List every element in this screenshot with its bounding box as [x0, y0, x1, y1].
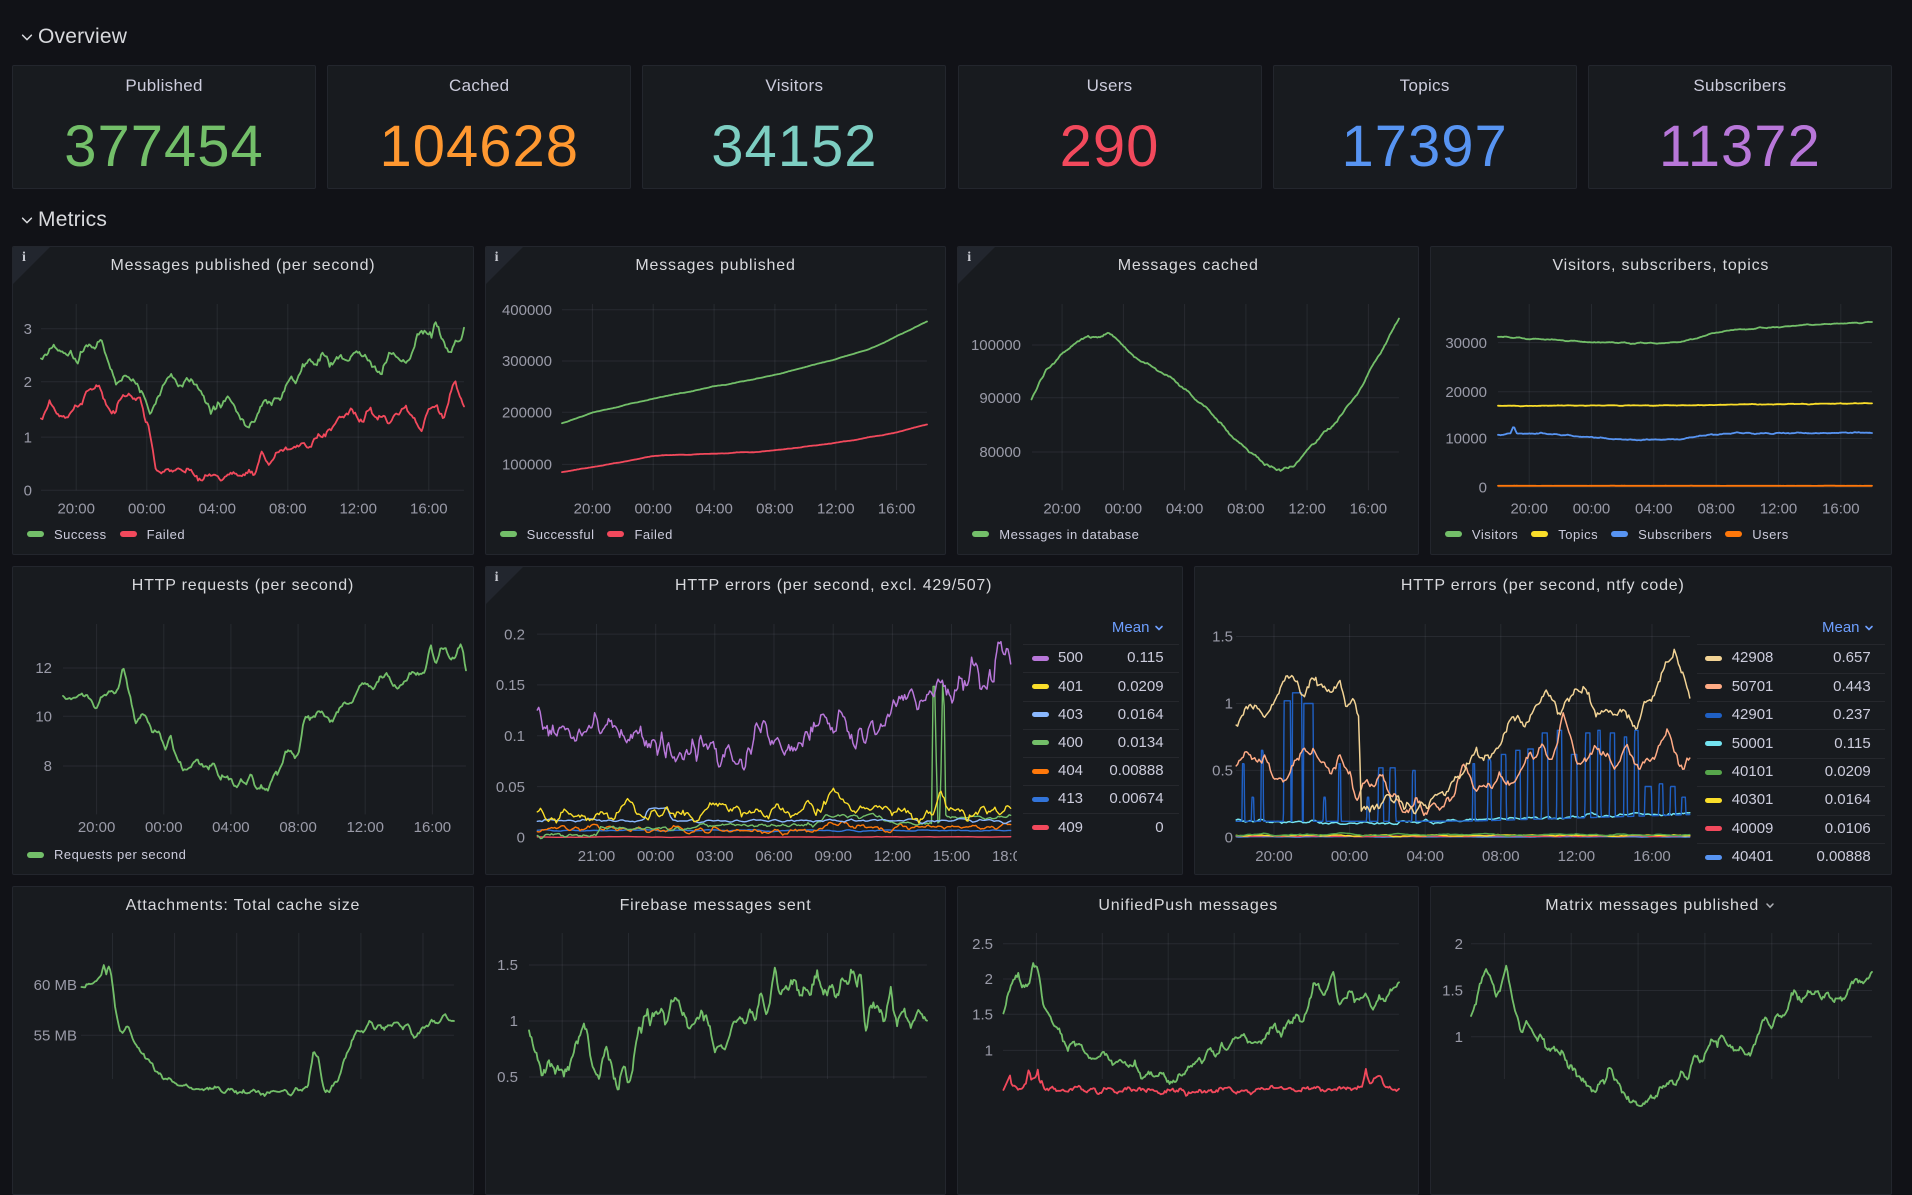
svg-text:2.5: 2.5 [972, 936, 993, 953]
svg-text:12:00: 12:00 [1557, 848, 1595, 865]
svg-text:04:00: 04:00 [1406, 848, 1444, 865]
svg-text:100000: 100000 [971, 337, 1021, 354]
svg-text:20:00: 20:00 [1255, 848, 1293, 865]
svg-text:10000: 10000 [1445, 431, 1487, 448]
svg-text:21:00: 21:00 [577, 848, 615, 865]
svg-text:09:00: 09:00 [814, 848, 852, 865]
svg-text:04:00: 04:00 [1166, 500, 1204, 517]
svg-text:0: 0 [1224, 830, 1232, 847]
svg-text:55 MB: 55 MB [34, 1028, 77, 1045]
svg-text:00:00: 00:00 [637, 848, 675, 865]
svg-text:60 MB: 60 MB [34, 977, 77, 994]
svg-text:12:00: 12:00 [817, 500, 855, 517]
svg-text:20:00: 20:00 [1510, 500, 1548, 517]
svg-text:16:00: 16:00 [414, 819, 452, 836]
svg-text:16:00: 16:00 [877, 500, 915, 517]
svg-text:8: 8 [44, 758, 52, 775]
svg-text:1.5: 1.5 [972, 1006, 993, 1023]
svg-text:1: 1 [1224, 696, 1232, 713]
svg-text:2: 2 [985, 971, 993, 988]
svg-text:20:00: 20:00 [573, 500, 611, 517]
svg-text:2: 2 [1455, 936, 1463, 953]
svg-text:16:00: 16:00 [1633, 848, 1671, 865]
svg-text:1.5: 1.5 [1212, 629, 1233, 646]
svg-text:00:00: 00:00 [1573, 500, 1611, 517]
svg-text:08:00: 08:00 [269, 500, 307, 517]
svg-text:1.5: 1.5 [497, 957, 518, 974]
svg-text:08:00: 08:00 [756, 500, 794, 517]
svg-text:12:00: 12:00 [346, 819, 384, 836]
svg-text:00:00: 00:00 [145, 819, 183, 836]
svg-text:00:00: 00:00 [1105, 500, 1143, 517]
svg-text:1: 1 [985, 1043, 993, 1060]
svg-text:20:00: 20:00 [78, 819, 115, 836]
svg-text:00:00: 00:00 [128, 500, 166, 517]
svg-text:16:00: 16:00 [410, 500, 448, 517]
svg-text:12:00: 12:00 [339, 500, 377, 517]
svg-text:3: 3 [24, 321, 32, 338]
svg-text:200000: 200000 [502, 404, 552, 421]
svg-text:12:00: 12:00 [1289, 500, 1327, 517]
svg-text:20000: 20000 [1445, 384, 1487, 401]
svg-text:00:00: 00:00 [634, 500, 672, 517]
svg-text:0: 0 [1479, 479, 1487, 496]
svg-text:06:00: 06:00 [755, 848, 793, 865]
svg-text:80000: 80000 [980, 444, 1022, 461]
svg-text:04:00: 04:00 [198, 500, 236, 517]
svg-text:30000: 30000 [1445, 335, 1487, 352]
svg-text:100000: 100000 [502, 457, 552, 474]
svg-text:0.5: 0.5 [1212, 763, 1233, 780]
svg-text:04:00: 04:00 [695, 500, 733, 517]
svg-text:08:00: 08:00 [279, 819, 317, 836]
svg-text:08:00: 08:00 [1482, 848, 1520, 865]
svg-text:20:00: 20:00 [1044, 500, 1082, 517]
svg-text:0: 0 [24, 482, 32, 499]
svg-text:03:00: 03:00 [696, 848, 734, 865]
svg-text:04:00: 04:00 [1635, 500, 1673, 517]
svg-text:20:00: 20:00 [57, 500, 94, 517]
svg-text:400000: 400000 [502, 302, 552, 319]
svg-text:0.2: 0.2 [504, 626, 525, 643]
svg-text:1: 1 [509, 1013, 517, 1030]
svg-text:12:00: 12:00 [873, 848, 911, 865]
svg-text:1.5: 1.5 [1442, 983, 1463, 1000]
svg-text:0.15: 0.15 [495, 677, 524, 694]
svg-text:0.1: 0.1 [504, 728, 525, 745]
svg-text:1: 1 [1455, 1029, 1463, 1046]
svg-text:08:00: 08:00 [1697, 500, 1735, 517]
svg-text:1: 1 [24, 429, 32, 446]
svg-text:04:00: 04:00 [212, 819, 250, 836]
svg-text:12:00: 12:00 [1760, 500, 1798, 517]
svg-text:90000: 90000 [980, 390, 1022, 407]
svg-text:300000: 300000 [502, 353, 552, 370]
svg-text:00:00: 00:00 [1331, 848, 1369, 865]
svg-text:0: 0 [516, 830, 524, 847]
svg-text:0.05: 0.05 [495, 779, 524, 796]
svg-text:12: 12 [35, 660, 52, 677]
svg-text:10: 10 [35, 709, 52, 726]
svg-text:16:00: 16:00 [1822, 500, 1860, 517]
svg-text:15:00: 15:00 [932, 848, 970, 865]
svg-text:2: 2 [24, 374, 32, 391]
svg-text:08:00: 08:00 [1227, 500, 1265, 517]
svg-text:16:00: 16:00 [1350, 500, 1388, 517]
